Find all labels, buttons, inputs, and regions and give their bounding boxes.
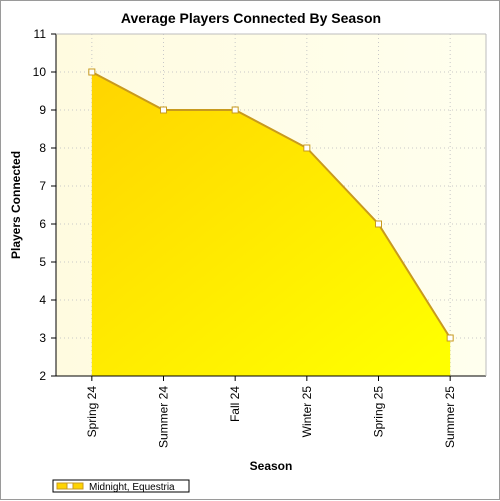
legend-label: Midnight, Equestria [89,482,175,493]
x-tick-label: Summer 24 [157,386,171,448]
x-tick-label: Spring 24 [85,386,99,438]
y-tick-label: 6 [39,217,46,231]
y-tick-label: 10 [33,65,47,79]
series-area [91,72,451,376]
y-tick-label: 7 [39,179,46,193]
data-point [375,220,382,228]
legend-marker-icon [66,482,74,490]
y-axis-title: Players Connected [9,151,23,259]
data-point [160,106,167,114]
y-tick-label: 8 [39,141,46,155]
x-tick-label: Spring 25 [372,386,386,438]
x-ticks: Spring 24 Summer 24 Fall 24 Winter 25 Spring… [85,376,457,448]
x-tick-label: Summer 25 [443,386,457,448]
x-tick-label: Winter 25 [300,386,314,438]
y-tick-label: 5 [39,255,46,269]
chart-title: Average Players Connected By Season [121,10,381,26]
legend-box [52,479,190,493]
markers [88,68,454,342]
y-tick-label: 11 [34,27,47,41]
data-point [446,334,454,342]
data-point [88,68,96,76]
x-tick-label: Fall 24 [228,386,242,422]
y-tick-label: 3 [39,331,46,345]
area-layer [91,71,452,376]
data-point [231,106,239,114]
x-axis-title: Season [250,459,293,473]
axes [55,33,487,377]
series-line [91,71,452,339]
legend: Midnight, Equestria [52,479,190,493]
y-ticks: 2 3 4 5 6 7 8 9 10 11 [33,27,56,383]
y-tick-label: 2 [39,369,46,383]
y-tick-label: 9 [39,103,46,117]
y-tick-label: 4 [39,293,46,307]
data-point [303,144,311,152]
